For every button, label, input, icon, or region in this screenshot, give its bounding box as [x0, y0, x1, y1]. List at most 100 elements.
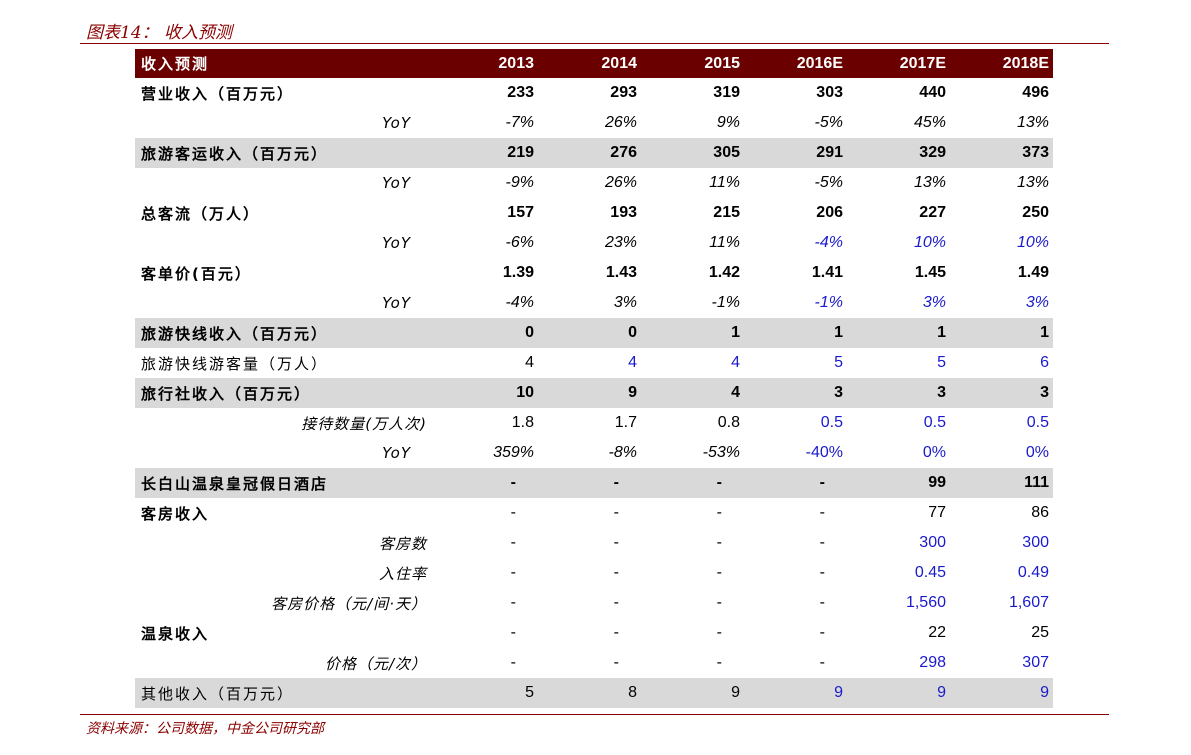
cell-value: 3	[847, 378, 950, 408]
cell-value: 0.45	[914, 564, 946, 581]
cell-value: -	[819, 654, 825, 671]
cell-value: 9	[538, 378, 641, 408]
cell-value: -	[613, 504, 619, 521]
table-row: 接待数量(万人次) 1.8 1.7 0.8 0.5 0.5 0.5	[135, 408, 1053, 438]
row-label: 价格（元/次）	[324, 654, 427, 673]
table-row: YoY -6% 23% 11% -4% 10% 10%	[135, 228, 1053, 258]
cell-value: -	[613, 594, 619, 611]
cell-value: 11%	[709, 174, 740, 191]
header-year: 2015	[641, 49, 744, 78]
table-row: 旅游快线游客量（万人） 4 4 4 5 5 6	[135, 348, 1053, 378]
cell-value: 157	[507, 204, 534, 221]
cell-value: 1.45	[914, 264, 946, 281]
cell-value: 4	[641, 378, 744, 408]
cell-value: -40%	[805, 444, 843, 461]
table-row: 旅游客运收入（百万元） 219 276 305 291 329 373	[135, 138, 1053, 168]
cell-value: 440	[919, 84, 946, 101]
cell-value: 4	[525, 354, 534, 371]
cell-value: 13%	[913, 174, 946, 191]
cell-value: 5	[937, 354, 946, 371]
cell-value: 13%	[1016, 114, 1049, 131]
cell-value: 227	[919, 204, 946, 221]
cell-value: 11%	[709, 234, 740, 251]
row-label: 营业收入（百万元）	[141, 84, 295, 103]
cell-value: -	[510, 594, 516, 611]
cell-value: 250	[1022, 204, 1049, 221]
cell-value: 4	[731, 354, 740, 371]
cell-value: -	[538, 468, 641, 498]
cell-value: -	[716, 504, 722, 521]
cell-value: 1	[641, 318, 744, 348]
cell-value: -	[510, 654, 516, 671]
cell-value: 3	[950, 378, 1053, 408]
table-row: 客房收入 - - - - 77 86	[135, 498, 1053, 528]
cell-value: 111	[950, 468, 1053, 498]
row-label: YoY	[382, 444, 411, 462]
cell-value: 26%	[604, 174, 637, 191]
cell-value: 45%	[913, 114, 946, 131]
row-label: 客单价(百元）	[141, 264, 252, 283]
cell-value: 5	[834, 354, 843, 371]
cell-value: -1%	[711, 294, 740, 311]
cell-value: 3%	[1025, 294, 1049, 311]
cell-value: 1	[744, 318, 847, 348]
cell-value: -	[744, 468, 847, 498]
cell-value: 1	[950, 318, 1053, 348]
cell-value: 300	[919, 534, 946, 551]
cell-value: -	[510, 564, 516, 581]
cell-value: 303	[816, 84, 843, 101]
cell-value: 219	[435, 138, 538, 168]
row-label: 其他收入（百万元）	[135, 678, 435, 708]
cell-value: 10	[435, 378, 538, 408]
cell-value: -	[819, 534, 825, 551]
cell-value: 1.41	[811, 264, 843, 281]
cell-value: 319	[713, 84, 740, 101]
source-note: 资料来源：公司数据，中金公司研究部	[86, 721, 324, 737]
cell-value: 13%	[1016, 174, 1049, 191]
cell-value: 3%	[613, 294, 637, 311]
row-label: 客房价格（元/间·天）	[271, 594, 427, 613]
bottom-rule	[80, 714, 1109, 715]
revenue-forecast-table: 收入预测 2013 2014 2015 2016E 2017E 2018E 营业…	[135, 49, 1053, 708]
table-row: 客单价(百元） 1.39 1.43 1.42 1.41 1.45 1.49	[135, 258, 1053, 288]
cell-value: 86	[1031, 504, 1049, 521]
row-label: YoY	[382, 114, 411, 132]
cell-value: 0%	[922, 444, 946, 461]
row-label: 旅游快线收入（百万元）	[135, 318, 435, 348]
cell-value: 233	[507, 84, 534, 101]
cell-value: 10%	[1016, 234, 1049, 251]
table-row: YoY -7% 26% 9% -5% 45% 13%	[135, 108, 1053, 138]
cell-value: 1,560	[905, 594, 946, 611]
figure-title: 图表14： 收入预测	[86, 23, 233, 43]
cell-value: -	[716, 624, 722, 641]
cell-value: 3	[744, 378, 847, 408]
header-label: 收入预测	[135, 49, 435, 78]
cell-value: 0.5	[1026, 414, 1049, 431]
table-row: YoY -4% 3% -1% -1% 3% 3%	[135, 288, 1053, 318]
cell-value: 6	[1040, 354, 1049, 371]
cell-value: 77	[928, 504, 946, 521]
cell-value: -5%	[814, 174, 843, 191]
header-year: 2018E	[950, 49, 1053, 78]
cell-value: 1,607	[1008, 594, 1049, 611]
cell-value: 1.8	[511, 414, 534, 431]
table-row: 旅游快线收入（百万元） 0 0 1 1 1 1	[135, 318, 1053, 348]
cell-value: 300	[1022, 534, 1049, 551]
cell-value: 9%	[716, 114, 740, 131]
cell-value: 0	[538, 318, 641, 348]
cell-value: 1.39	[502, 264, 534, 281]
cell-value: -	[613, 534, 619, 551]
cell-value: -	[613, 654, 619, 671]
row-label: 客房数	[378, 534, 427, 553]
cell-value: 0.8	[717, 414, 740, 431]
cell-value: -53%	[702, 444, 740, 461]
table-row: 长白山温泉皇冠假日酒店 - - - - 99 111	[135, 468, 1053, 498]
cell-value: 9	[744, 678, 847, 708]
cell-value: 3%	[922, 294, 946, 311]
cell-value: 293	[610, 84, 637, 101]
table-row: YoY 359% -8% -53% -40% 0% 0%	[135, 438, 1053, 468]
table-row: 总客流（万人） 157 193 215 206 227 250	[135, 198, 1053, 228]
cell-value: -	[510, 534, 516, 551]
cell-value: 305	[641, 138, 744, 168]
cell-value: -5%	[814, 114, 843, 131]
